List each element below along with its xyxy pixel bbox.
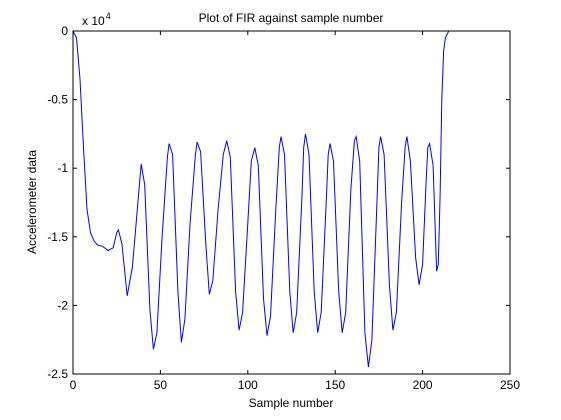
- y-tick-label: -1: [57, 161, 68, 175]
- x-tick-label: 0: [70, 378, 77, 392]
- y-axis-label: Accelerometer data: [25, 150, 39, 254]
- plot-frame: [72, 30, 511, 375]
- y-tick-label: -2.5: [47, 367, 68, 381]
- y-exponent-base: x 10: [82, 14, 105, 28]
- x-tick-label: 100: [238, 378, 258, 392]
- y-axis-ticks: 0 -0.5 -1 -1.5 -2 -2.5: [47, 24, 510, 381]
- x-tick-label: 200: [413, 378, 433, 392]
- chart-title: Plot of FIR against sample number: [199, 11, 384, 25]
- x-tick-label: 150: [325, 378, 345, 392]
- y-tick-label: 0: [61, 24, 68, 38]
- plot-area: [73, 31, 510, 374]
- y-exponent-label: x 104: [82, 11, 111, 28]
- y-tick-label: -0.5: [47, 93, 68, 107]
- x-axis-label: Sample number: [249, 396, 334, 410]
- x-tick-label: 250: [500, 378, 520, 392]
- y-tick-label: -1.5: [47, 230, 68, 244]
- x-tick-label: 50: [154, 378, 168, 392]
- y-exponent-power: 4: [106, 11, 111, 21]
- series-line: [72, 30, 451, 368]
- y-tick-label: -2: [57, 298, 68, 312]
